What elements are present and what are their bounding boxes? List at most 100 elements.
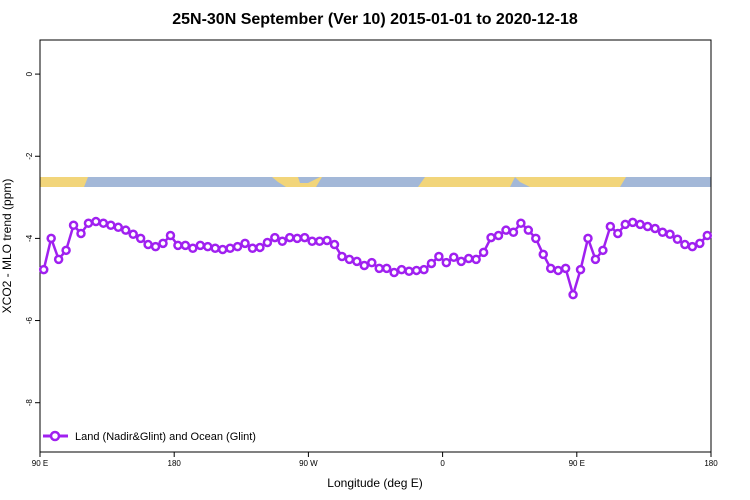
- data-point: [493, 230, 504, 241]
- data-point: [68, 220, 79, 231]
- data-point: [531, 233, 541, 244]
- data-point: [98, 218, 109, 228]
- data-point: [61, 245, 71, 256]
- x-tick-label: 0: [440, 459, 445, 468]
- data-point: [255, 242, 265, 253]
- x-tick-label: 90 W: [299, 459, 318, 468]
- data-point: [471, 254, 481, 265]
- data-point: [441, 257, 452, 268]
- data-point: [337, 251, 347, 262]
- legend-label: Land (Nadir&Glint) and Ocean (Glint): [75, 431, 256, 443]
- data-point: [508, 227, 519, 237]
- data-point: [575, 264, 586, 275]
- data-point: [687, 241, 698, 252]
- y-tick-label: 0: [25, 71, 34, 76]
- data-point: [396, 264, 407, 275]
- series-line: [42, 220, 709, 300]
- data-point: [203, 241, 213, 252]
- data-point: [217, 244, 228, 255]
- data-point: [158, 238, 168, 249]
- y-axis-label: XCO2 - MLO trend (ppm): [0, 179, 14, 314]
- data-point: [545, 263, 556, 274]
- legend-marker: [49, 430, 61, 442]
- data-point: [83, 218, 94, 228]
- data-point: [389, 267, 399, 278]
- data-point: [613, 228, 623, 239]
- data-point: [538, 249, 548, 260]
- y-tick-label: -2: [25, 152, 34, 160]
- data-point: [352, 256, 362, 267]
- data-point: [568, 289, 578, 300]
- data-point: [583, 233, 593, 244]
- data-point: [702, 230, 713, 241]
- data-point: [113, 222, 124, 233]
- data-point: [46, 233, 56, 244]
- data-point: [91, 216, 101, 227]
- data-point: [165, 230, 176, 241]
- legend: Land (Nadir&Glint) and Ocean (Glint): [43, 430, 256, 443]
- data-point: [150, 241, 161, 252]
- y-tick-label: -8: [25, 399, 34, 407]
- data-point: [262, 237, 273, 248]
- data-point: [434, 251, 444, 262]
- data-point: [456, 256, 466, 267]
- data-point: [225, 243, 235, 254]
- data-point: [665, 229, 675, 240]
- data-point: [232, 241, 243, 252]
- data-point: [53, 254, 64, 265]
- data-point: [553, 265, 563, 276]
- data-point: [642, 221, 653, 232]
- data-point: [419, 264, 429, 275]
- map-strip: [40, 177, 711, 187]
- data-point: [76, 228, 86, 239]
- data-point: [672, 234, 683, 244]
- data-point: [299, 232, 310, 243]
- data-point: [478, 247, 489, 258]
- data-point: [247, 243, 258, 254]
- data-point: [329, 239, 340, 250]
- x-tick-label: 180: [168, 459, 182, 468]
- data-point: [680, 239, 690, 250]
- data-point: [657, 227, 668, 237]
- data-point: [322, 235, 332, 246]
- data-point: [501, 225, 511, 235]
- data-point: [374, 263, 384, 274]
- data-point: [590, 254, 601, 265]
- x-tick-label: 180: [704, 459, 718, 468]
- data-point: [598, 245, 608, 256]
- data-point: [486, 232, 496, 243]
- data-point: [359, 260, 370, 271]
- data-point: [449, 252, 459, 263]
- x-tick-label: 90 E: [569, 459, 585, 468]
- data-point: [128, 229, 138, 240]
- data-point: [620, 219, 631, 230]
- data-point: [344, 254, 355, 265]
- x-axis-label: Longitude (deg E): [327, 476, 422, 490]
- data-point: [635, 219, 645, 230]
- data-point: [695, 238, 705, 249]
- plot-frame: [39, 39, 712, 453]
- data-point: [143, 239, 153, 250]
- data-point: [367, 257, 377, 268]
- data-point: [560, 263, 571, 274]
- data-point: [135, 233, 146, 244]
- data-point: [381, 263, 392, 274]
- data-point: [516, 218, 526, 228]
- data-point: [106, 220, 116, 231]
- data-point: [523, 225, 534, 235]
- data-point: [38, 264, 49, 275]
- y-tick-label: -6: [25, 316, 34, 324]
- data-point: [292, 233, 302, 244]
- data-point: [270, 232, 280, 243]
- data-point: [650, 223, 660, 234]
- data-point: [180, 240, 191, 251]
- data-point: [411, 265, 422, 276]
- data-point: [210, 243, 220, 254]
- data-point: [195, 240, 206, 251]
- data-point: [605, 221, 616, 232]
- data-point: [307, 236, 317, 247]
- data-point: [314, 236, 325, 247]
- data-point: [627, 217, 638, 228]
- data-point: [463, 253, 474, 264]
